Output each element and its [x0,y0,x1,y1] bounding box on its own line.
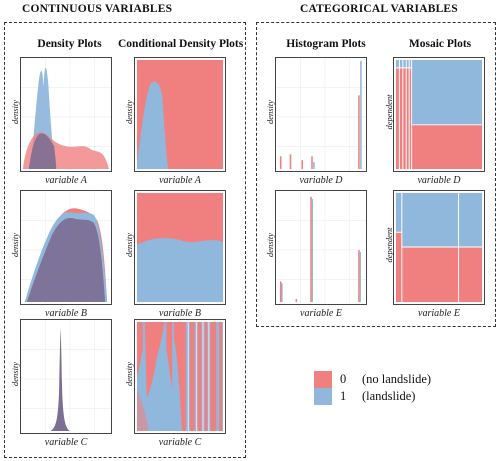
mosaic-e-xlabel: variable E [418,308,460,319]
cond-a-class1 [136,81,169,170]
legend-swatch-1 [314,388,332,405]
histogram-plot-d [275,57,367,172]
hist-e-ylabel: density [265,232,275,258]
density-a-xlabel: variable A [45,175,87,186]
conditional-density-b [134,190,226,305]
histogram-col-title: Histogram Plots [286,38,366,50]
categorical-section-title: CATEGORICAL VARIABLES [300,3,458,15]
density-c-spike [50,327,70,432]
legend-desc-0: (no landslide) [362,372,432,386]
density-c-xlabel: variable C [44,437,88,448]
density-c-ylabel: density [10,361,20,387]
density-b-ylabel: density [10,232,20,258]
cond-a-xlabel: variable A [159,175,201,186]
density-b-overlap [26,218,106,303]
continuous-frame [4,22,246,458]
cond-c-ylabel: density [124,361,134,387]
mosaic-plot-e [393,190,485,305]
mosaic-e-ylabel: dependent [384,227,394,263]
hist-e-xlabel: variable E [300,308,342,319]
density-b-xlabel: variable B [45,308,87,319]
continuous-section-title: CONTINUOUS VARIABLES [22,3,173,15]
cond-b-class1 [136,238,224,303]
legend-key-1: 1 [340,389,347,403]
density-plot-b [20,190,112,305]
cond-c-xlabel: variable C [158,437,202,448]
density-a-overlap [28,133,57,170]
mosaic-col-title: Mosaic Plots [408,38,472,50]
categorical-frame [256,22,496,327]
density-a-ylabel: density [10,99,20,125]
hist-d-ylabel: density [265,99,275,125]
histogram-plot-e [275,190,367,305]
legend-swatch-0 [314,371,332,388]
cond-b-ylabel: density [124,232,134,258]
conditional-density-c [134,319,226,434]
density-plot-a [20,57,112,172]
conditional-density-a [134,57,226,172]
cond-b-xlabel: variable B [159,308,201,319]
mosaic-d-xlabel: variable D [417,175,461,186]
conditional-col-title: Conditional Density Plots [118,38,244,50]
mosaic-d-ylabel: dependent [384,94,394,130]
legend-desc-1: (landslide) [362,389,416,403]
mosaic-plot-d [393,57,485,172]
density-col-title: Density Plots [37,38,102,50]
cond-a-ylabel: density [124,99,134,125]
hist-d-xlabel: variable D [299,175,343,186]
density-plot-c [20,319,112,434]
legend-key-0: 0 [340,372,347,386]
